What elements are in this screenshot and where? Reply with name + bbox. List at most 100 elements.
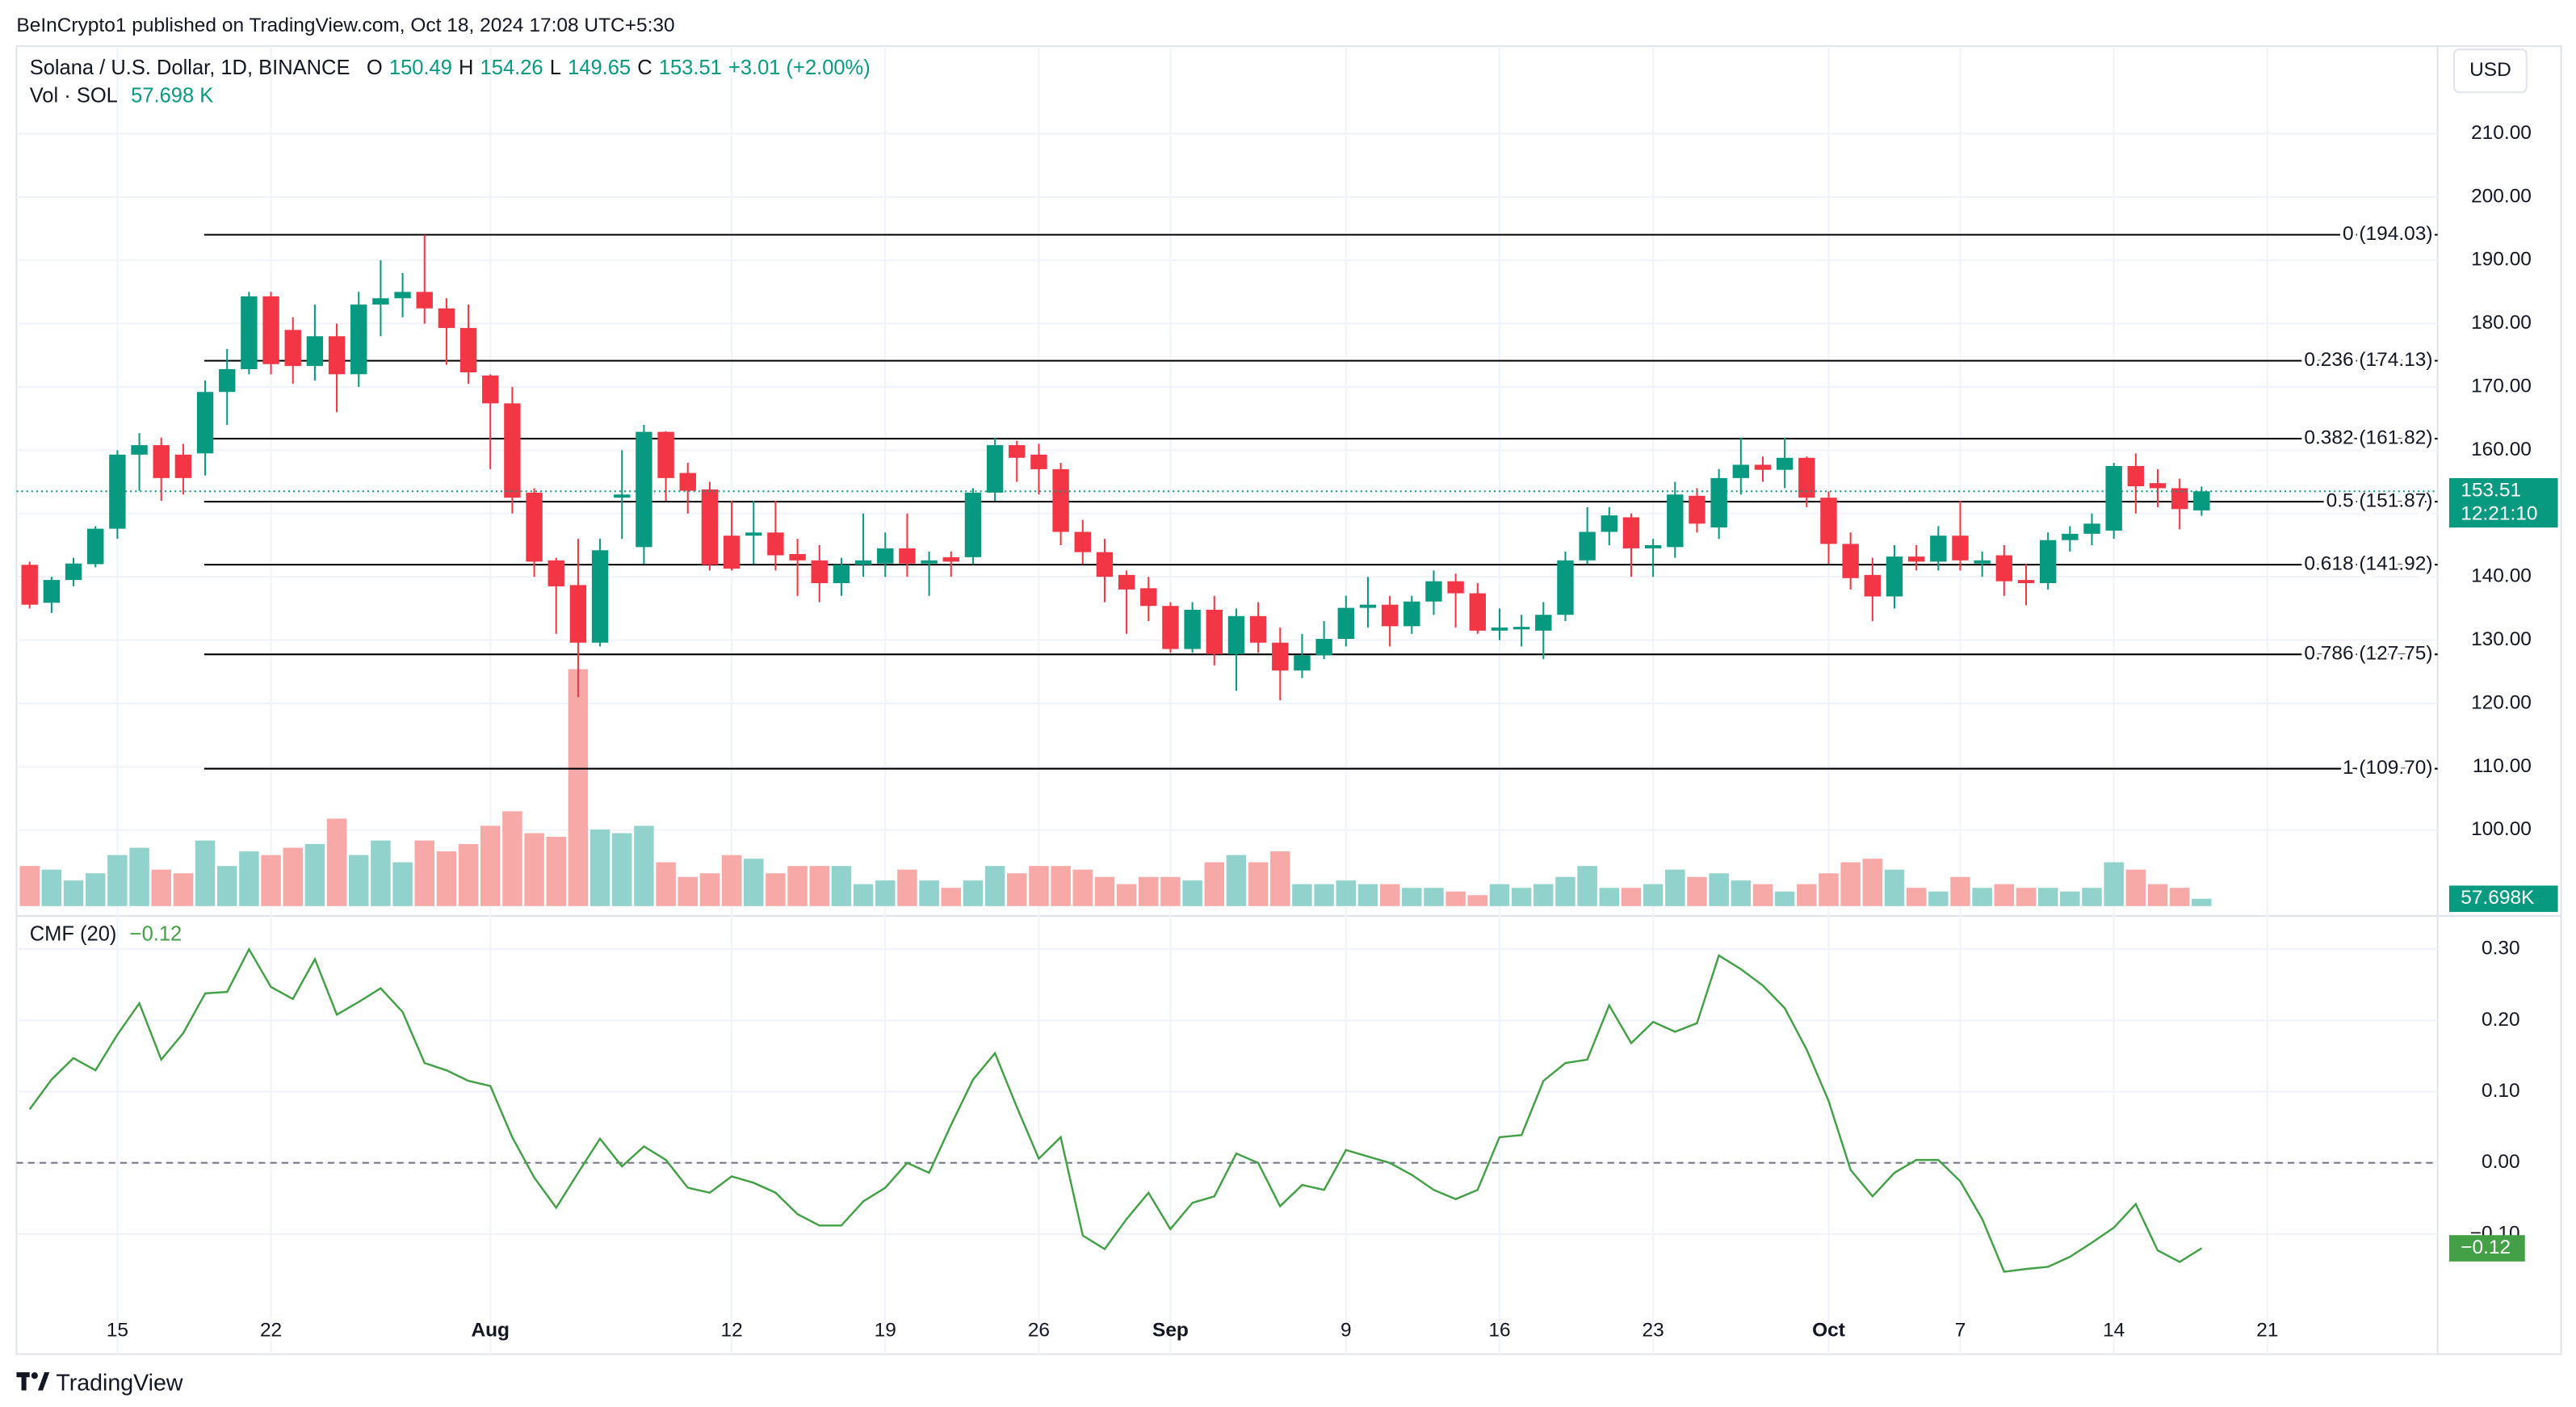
candle-body (569, 585, 587, 643)
volume-bar (1819, 873, 1839, 906)
volume-bar (436, 851, 457, 906)
candle-body (1272, 642, 1289, 671)
candle-body (372, 298, 389, 305)
x-tick-label: 9 (1340, 1319, 1352, 1341)
x-tick-label: 12 (720, 1319, 742, 1341)
volume-bar (1467, 895, 1488, 906)
h-label: H (459, 56, 474, 79)
x-tick-label: Sep (1152, 1319, 1189, 1341)
volume-bar (1840, 862, 1861, 906)
candle-body (854, 560, 872, 565)
volume-bar (1226, 855, 1247, 906)
candle-body (2083, 523, 2100, 534)
candle-body (636, 431, 652, 548)
volume-bar (2037, 888, 2058, 906)
volume-bar (2169, 888, 2190, 906)
candle-body (1140, 588, 1157, 607)
volume-bar (589, 829, 610, 906)
candle-body (284, 330, 301, 367)
y-tick-label: 140.00 (2471, 565, 2532, 587)
volume-bar (1139, 876, 1159, 906)
volume-bar (678, 876, 698, 906)
candle-body (1052, 468, 1069, 532)
l-value: 149.65 (568, 56, 631, 79)
volume-bar (480, 825, 501, 906)
candle-body (1162, 606, 1179, 649)
volume-bar (568, 669, 589, 906)
currency-box[interactable] (2453, 48, 2528, 94)
candle-body (241, 296, 258, 370)
candle-body (964, 492, 982, 557)
cmf-tick-label: 0.00 (2482, 1151, 2520, 1173)
y-tick-label: 210.00 (2471, 122, 2532, 144)
volume-bar (919, 880, 939, 906)
candle-body (416, 292, 433, 309)
candle-body (21, 565, 38, 605)
volume-bar (1577, 866, 1597, 906)
candle-body (2017, 580, 2035, 584)
brand-logo (16, 1372, 50, 1391)
candle-body (109, 454, 126, 529)
volume-bar (1072, 869, 1093, 906)
candle-body (1579, 531, 1596, 561)
volume-bar (1116, 884, 1137, 906)
candle-body (1886, 556, 1903, 597)
candle-body (1820, 498, 1837, 544)
candle-body (174, 454, 192, 478)
candle-body (1667, 494, 1684, 548)
y-tick-label: 190.00 (2471, 249, 2532, 271)
candle-body (526, 492, 543, 562)
y-tick-label: 100.00 (2471, 818, 2532, 840)
volume-title: Vol · SOL (29, 84, 118, 107)
candle-body (131, 445, 148, 455)
candle-body (1864, 574, 1882, 597)
volume-bar (1160, 876, 1181, 906)
volume-bar (151, 869, 171, 906)
candle-body (1974, 560, 1991, 564)
volume-bar (1248, 862, 1269, 906)
x-tick-label: 16 (1488, 1319, 1510, 1341)
volume-bar (744, 859, 764, 906)
cmf-header: CMF (20) −0.12 (30, 922, 183, 946)
volume-bar (1928, 891, 1949, 906)
volume-bar (2125, 869, 2146, 906)
candle-body (2039, 540, 2057, 584)
candle-body (986, 445, 1004, 493)
volume-bar (107, 855, 128, 906)
candle-body (196, 392, 214, 454)
volume-bar (458, 844, 479, 906)
candle-body (899, 548, 916, 564)
candle-body (1622, 517, 1640, 548)
volume-bar (1665, 869, 1685, 906)
candle-body (1294, 655, 1311, 671)
candle-body (1009, 445, 1026, 458)
candle-body (306, 336, 324, 367)
candle-body (219, 369, 236, 393)
fib-label: 0.382 (161.82) (2304, 427, 2432, 449)
fib-label: 0.5 (151.87) (2326, 490, 2433, 512)
symbol-header: Solana / U.S. Dollar, 1D, BINANCE O 150.4… (30, 56, 871, 79)
x-tick-label: 15 (107, 1319, 128, 1341)
candle-body (2127, 465, 2145, 487)
volume-bar (546, 837, 566, 906)
candle-body (2062, 533, 2079, 540)
candle-body (548, 560, 564, 586)
volume-bar (502, 811, 522, 906)
volume-bar (1489, 884, 1510, 906)
volume-bar (1621, 888, 1642, 906)
volume-bar (63, 880, 84, 906)
volume-bar (897, 869, 917, 906)
currency[interactable]: USD (2469, 59, 2511, 81)
volume-bar (656, 862, 676, 906)
volume-bar (1182, 880, 1202, 906)
candle-body (1425, 581, 1442, 602)
volume-bar (875, 880, 896, 906)
c-label: C (637, 56, 652, 79)
candle-body (43, 580, 61, 603)
cmf-tag-label: −0.12 (2461, 1237, 2511, 1258)
last-price: 153.51 (2461, 480, 2521, 502)
cmf-line (28, 947, 2203, 1273)
candle-body (811, 560, 828, 584)
volume-bar (831, 866, 852, 906)
